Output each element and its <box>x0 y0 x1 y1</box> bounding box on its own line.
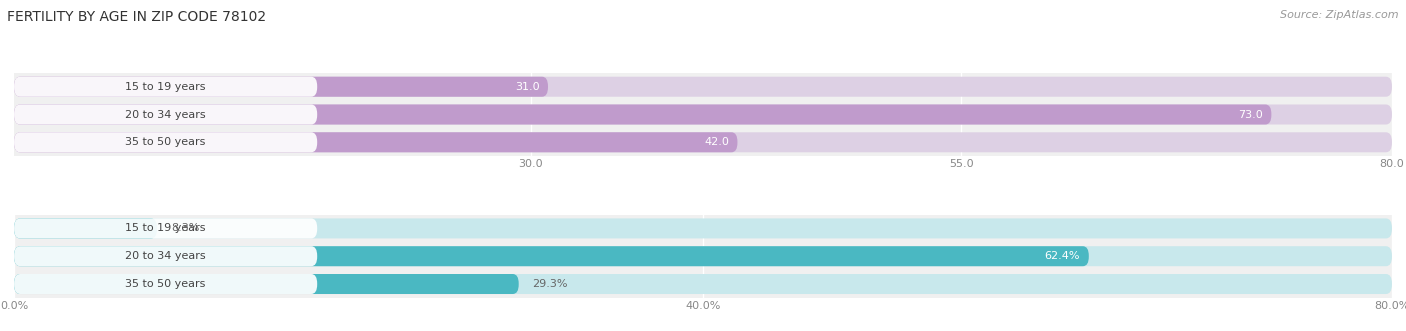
FancyBboxPatch shape <box>14 77 548 97</box>
Text: 8.3%: 8.3% <box>170 223 200 233</box>
FancyBboxPatch shape <box>14 132 318 152</box>
FancyBboxPatch shape <box>14 218 318 238</box>
Text: 29.3%: 29.3% <box>533 279 568 289</box>
Text: 42.0: 42.0 <box>704 137 728 147</box>
FancyBboxPatch shape <box>14 274 318 294</box>
FancyBboxPatch shape <box>14 132 1392 152</box>
Text: 20 to 34 years: 20 to 34 years <box>125 110 205 119</box>
FancyBboxPatch shape <box>14 246 1392 266</box>
Text: 73.0: 73.0 <box>1239 110 1263 119</box>
FancyBboxPatch shape <box>14 105 1271 124</box>
FancyBboxPatch shape <box>14 77 1392 97</box>
Text: 35 to 50 years: 35 to 50 years <box>125 279 205 289</box>
FancyBboxPatch shape <box>14 105 1392 124</box>
FancyBboxPatch shape <box>14 218 157 238</box>
Text: 15 to 19 years: 15 to 19 years <box>125 223 205 233</box>
FancyBboxPatch shape <box>14 246 1088 266</box>
Text: 20 to 34 years: 20 to 34 years <box>125 251 205 261</box>
Text: 62.4%: 62.4% <box>1045 251 1080 261</box>
FancyBboxPatch shape <box>14 77 318 97</box>
FancyBboxPatch shape <box>14 274 1392 294</box>
Text: 15 to 19 years: 15 to 19 years <box>125 82 205 92</box>
FancyBboxPatch shape <box>14 246 318 266</box>
Text: FERTILITY BY AGE IN ZIP CODE 78102: FERTILITY BY AGE IN ZIP CODE 78102 <box>7 10 266 24</box>
FancyBboxPatch shape <box>14 218 1392 238</box>
FancyBboxPatch shape <box>14 274 519 294</box>
FancyBboxPatch shape <box>14 132 738 152</box>
FancyBboxPatch shape <box>14 105 318 124</box>
Text: 31.0: 31.0 <box>515 82 540 92</box>
Text: Source: ZipAtlas.com: Source: ZipAtlas.com <box>1281 10 1399 20</box>
Text: 35 to 50 years: 35 to 50 years <box>125 137 205 147</box>
